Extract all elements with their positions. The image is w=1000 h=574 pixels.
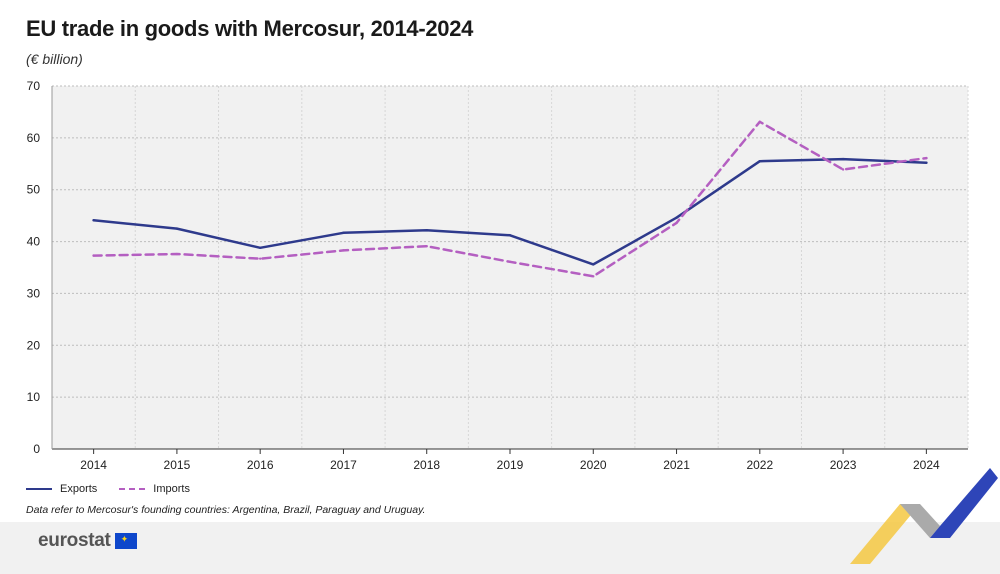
x-tick-label: 2016 (247, 458, 274, 472)
legend-label-exports: Exports (60, 483, 98, 495)
y-tick-label: 40 (27, 235, 41, 249)
data-point-exports (925, 161, 928, 164)
eurostat-logo: eurostat (38, 530, 137, 552)
data-point-imports (92, 254, 95, 257)
chart-subtitle: (€ billion) (26, 51, 83, 67)
data-point-exports (758, 159, 762, 163)
y-tick-label: 50 (27, 183, 41, 197)
y-tick-label: 60 (27, 131, 41, 145)
logo-text: eurostat (38, 530, 111, 551)
x-tick-label: 2024 (913, 458, 940, 472)
x-tick-label: 2021 (663, 458, 690, 472)
plot-area (52, 86, 968, 449)
data-point-exports (175, 227, 179, 230)
data-point-exports (342, 231, 345, 234)
brand-chevron-graphic (850, 468, 998, 564)
data-point-exports (841, 157, 845, 161)
x-tick-label: 2022 (746, 458, 773, 472)
data-point-imports (675, 221, 678, 225)
x-tick-label: 2018 (413, 458, 440, 472)
footer-bar (0, 522, 1000, 574)
data-point-exports (258, 246, 262, 249)
data-point-imports (925, 156, 928, 160)
data-point-imports (592, 275, 595, 278)
data-point-exports (425, 228, 428, 232)
data-point-imports (425, 245, 428, 248)
legend-item-exports: Exports (26, 483, 97, 495)
eu-flag-icon (114, 533, 137, 549)
legend-swatch-exports (26, 488, 52, 490)
x-tick-label: 2014 (80, 458, 107, 472)
y-tick-label: 10 (27, 390, 41, 404)
data-point-exports (92, 219, 95, 222)
legend: Exports Imports (26, 483, 190, 495)
x-tick-label: 2015 (164, 458, 191, 472)
data-point-exports (592, 263, 595, 266)
x-tick-label: 2017 (330, 458, 357, 472)
y-tick-label: 20 (27, 338, 41, 352)
data-point-exports (675, 216, 678, 219)
data-point-imports (758, 120, 762, 123)
footnote: Data refer to Mercosur's founding countr… (26, 504, 426, 516)
y-tick-label: 70 (27, 79, 41, 93)
x-tick-label: 2020 (580, 458, 607, 472)
data-point-imports (508, 260, 512, 263)
y-tick-label: 0 (33, 442, 40, 456)
legend-label-imports: Imports (153, 483, 190, 495)
line-chart: 0 10 20 30 40 50 60 70 2014 2015 2016 2017 2018 2019 2… (27, 79, 969, 472)
y-tick-label: 30 (27, 286, 41, 300)
x-tick-label: 2023 (830, 458, 857, 472)
chart-title: EU trade in goods with Mercosur, 2014-20… (26, 16, 474, 41)
x-tick-label: 2019 (497, 458, 524, 472)
data-point-imports (841, 168, 845, 171)
legend-swatch-imports (119, 488, 146, 490)
legend-item-imports: Imports (119, 483, 190, 495)
data-point-imports (258, 257, 262, 260)
data-point-imports (175, 252, 179, 256)
data-point-exports (508, 234, 512, 237)
data-point-imports (342, 249, 345, 252)
